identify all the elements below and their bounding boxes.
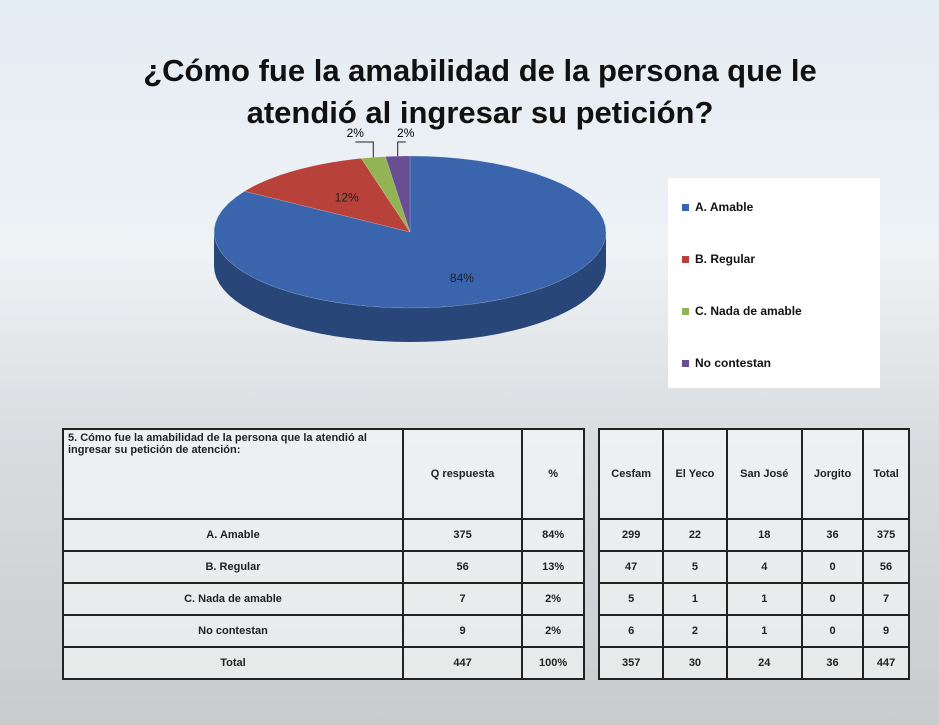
- table-cell: 1: [727, 615, 802, 647]
- table-cell: 30: [663, 647, 726, 679]
- table-cell: 4: [727, 551, 802, 583]
- legend-entry: No contestan: [682, 356, 771, 370]
- table-cell: 84%: [522, 519, 584, 551]
- table-cell: 18: [727, 519, 802, 551]
- table-cell: 0: [802, 551, 863, 583]
- table-cell: 0: [802, 615, 863, 647]
- table-cell: 2: [663, 615, 726, 647]
- header-cell: El Yeco: [663, 429, 726, 519]
- data-label: 84%: [450, 271, 474, 285]
- legend-swatch: [682, 256, 689, 263]
- table-cell: 7: [403, 583, 522, 615]
- table-cell: 13%: [522, 551, 584, 583]
- header-cell: Q respuesta: [403, 429, 522, 519]
- table-cell: 357: [599, 647, 663, 679]
- header-cell: Total: [863, 429, 909, 519]
- table-cell: 375: [863, 519, 909, 551]
- table-cell: 100%: [522, 647, 584, 679]
- table-cell: 56: [863, 551, 909, 583]
- table-cell: 47: [599, 551, 663, 583]
- header-cell: %: [522, 429, 584, 519]
- legend-label: A. Amable: [695, 200, 753, 214]
- table-header-row: 5. Cómo fue la amabilidad de la persona …: [63, 429, 584, 519]
- legend-entry: C. Nada de amable: [682, 304, 802, 318]
- table-cell: 24: [727, 647, 802, 679]
- table-cell: 1: [727, 583, 802, 615]
- data-label: 12%: [335, 190, 359, 204]
- table-cell: B. Regular: [63, 551, 403, 583]
- header-cell: San José: [727, 429, 802, 519]
- table-cell: 0: [802, 583, 863, 615]
- table-cell: Total: [63, 647, 403, 679]
- legend-swatch: [682, 308, 689, 315]
- table-cell: 9: [863, 615, 909, 647]
- table-cell: A. Amable: [63, 519, 403, 551]
- table-cell: C. Nada de amable: [63, 583, 403, 615]
- legend-swatch: [682, 204, 689, 211]
- table-cell: 299: [599, 519, 663, 551]
- header-cell: Jorgito: [802, 429, 863, 519]
- table-cell: 36: [802, 647, 863, 679]
- table-cell: 447: [403, 647, 522, 679]
- leader-line: [355, 142, 373, 157]
- table-cell: 2%: [522, 583, 584, 615]
- table-cell: 375: [403, 519, 522, 551]
- table-cell: 5: [599, 583, 663, 615]
- table-cell: 2%: [522, 615, 584, 647]
- table-cell: 1: [663, 583, 726, 615]
- legend-entry: A. Amable: [682, 200, 753, 214]
- table-cell: No contestan: [63, 615, 403, 647]
- table: 5. Cómo fue la amabilidad de la persona …: [62, 428, 585, 680]
- legend-label: No contestan: [695, 356, 771, 370]
- legend-swatch: [682, 360, 689, 367]
- slide: 84%12%2%2% ¿Cómo fue la amabilidad de la…: [0, 0, 939, 725]
- legend: A. Amable B. Regular C. Nada de amable No c…: [668, 178, 880, 388]
- header-cell: 5. Cómo fue la amabilidad de la persona …: [63, 429, 403, 519]
- table-cell: 447: [863, 647, 909, 679]
- table-cell: 6: [599, 615, 663, 647]
- legend-label: B. Regular: [695, 252, 755, 266]
- table-cell: 22: [663, 519, 726, 551]
- leader-line: [398, 142, 406, 156]
- table-cell: 7: [863, 583, 909, 615]
- legend-label: C. Nada de amable: [695, 304, 802, 318]
- header-cell: Cesfam: [599, 429, 663, 519]
- table-cell: 9: [403, 615, 522, 647]
- table-cell: 36: [802, 519, 863, 551]
- table-cell: 56: [403, 551, 522, 583]
- legend-entry: B. Regular: [682, 252, 755, 266]
- table-cell: 5: [663, 551, 726, 583]
- chart-title: ¿Cómo fue la amabilidad de la persona qu…: [90, 50, 870, 134]
